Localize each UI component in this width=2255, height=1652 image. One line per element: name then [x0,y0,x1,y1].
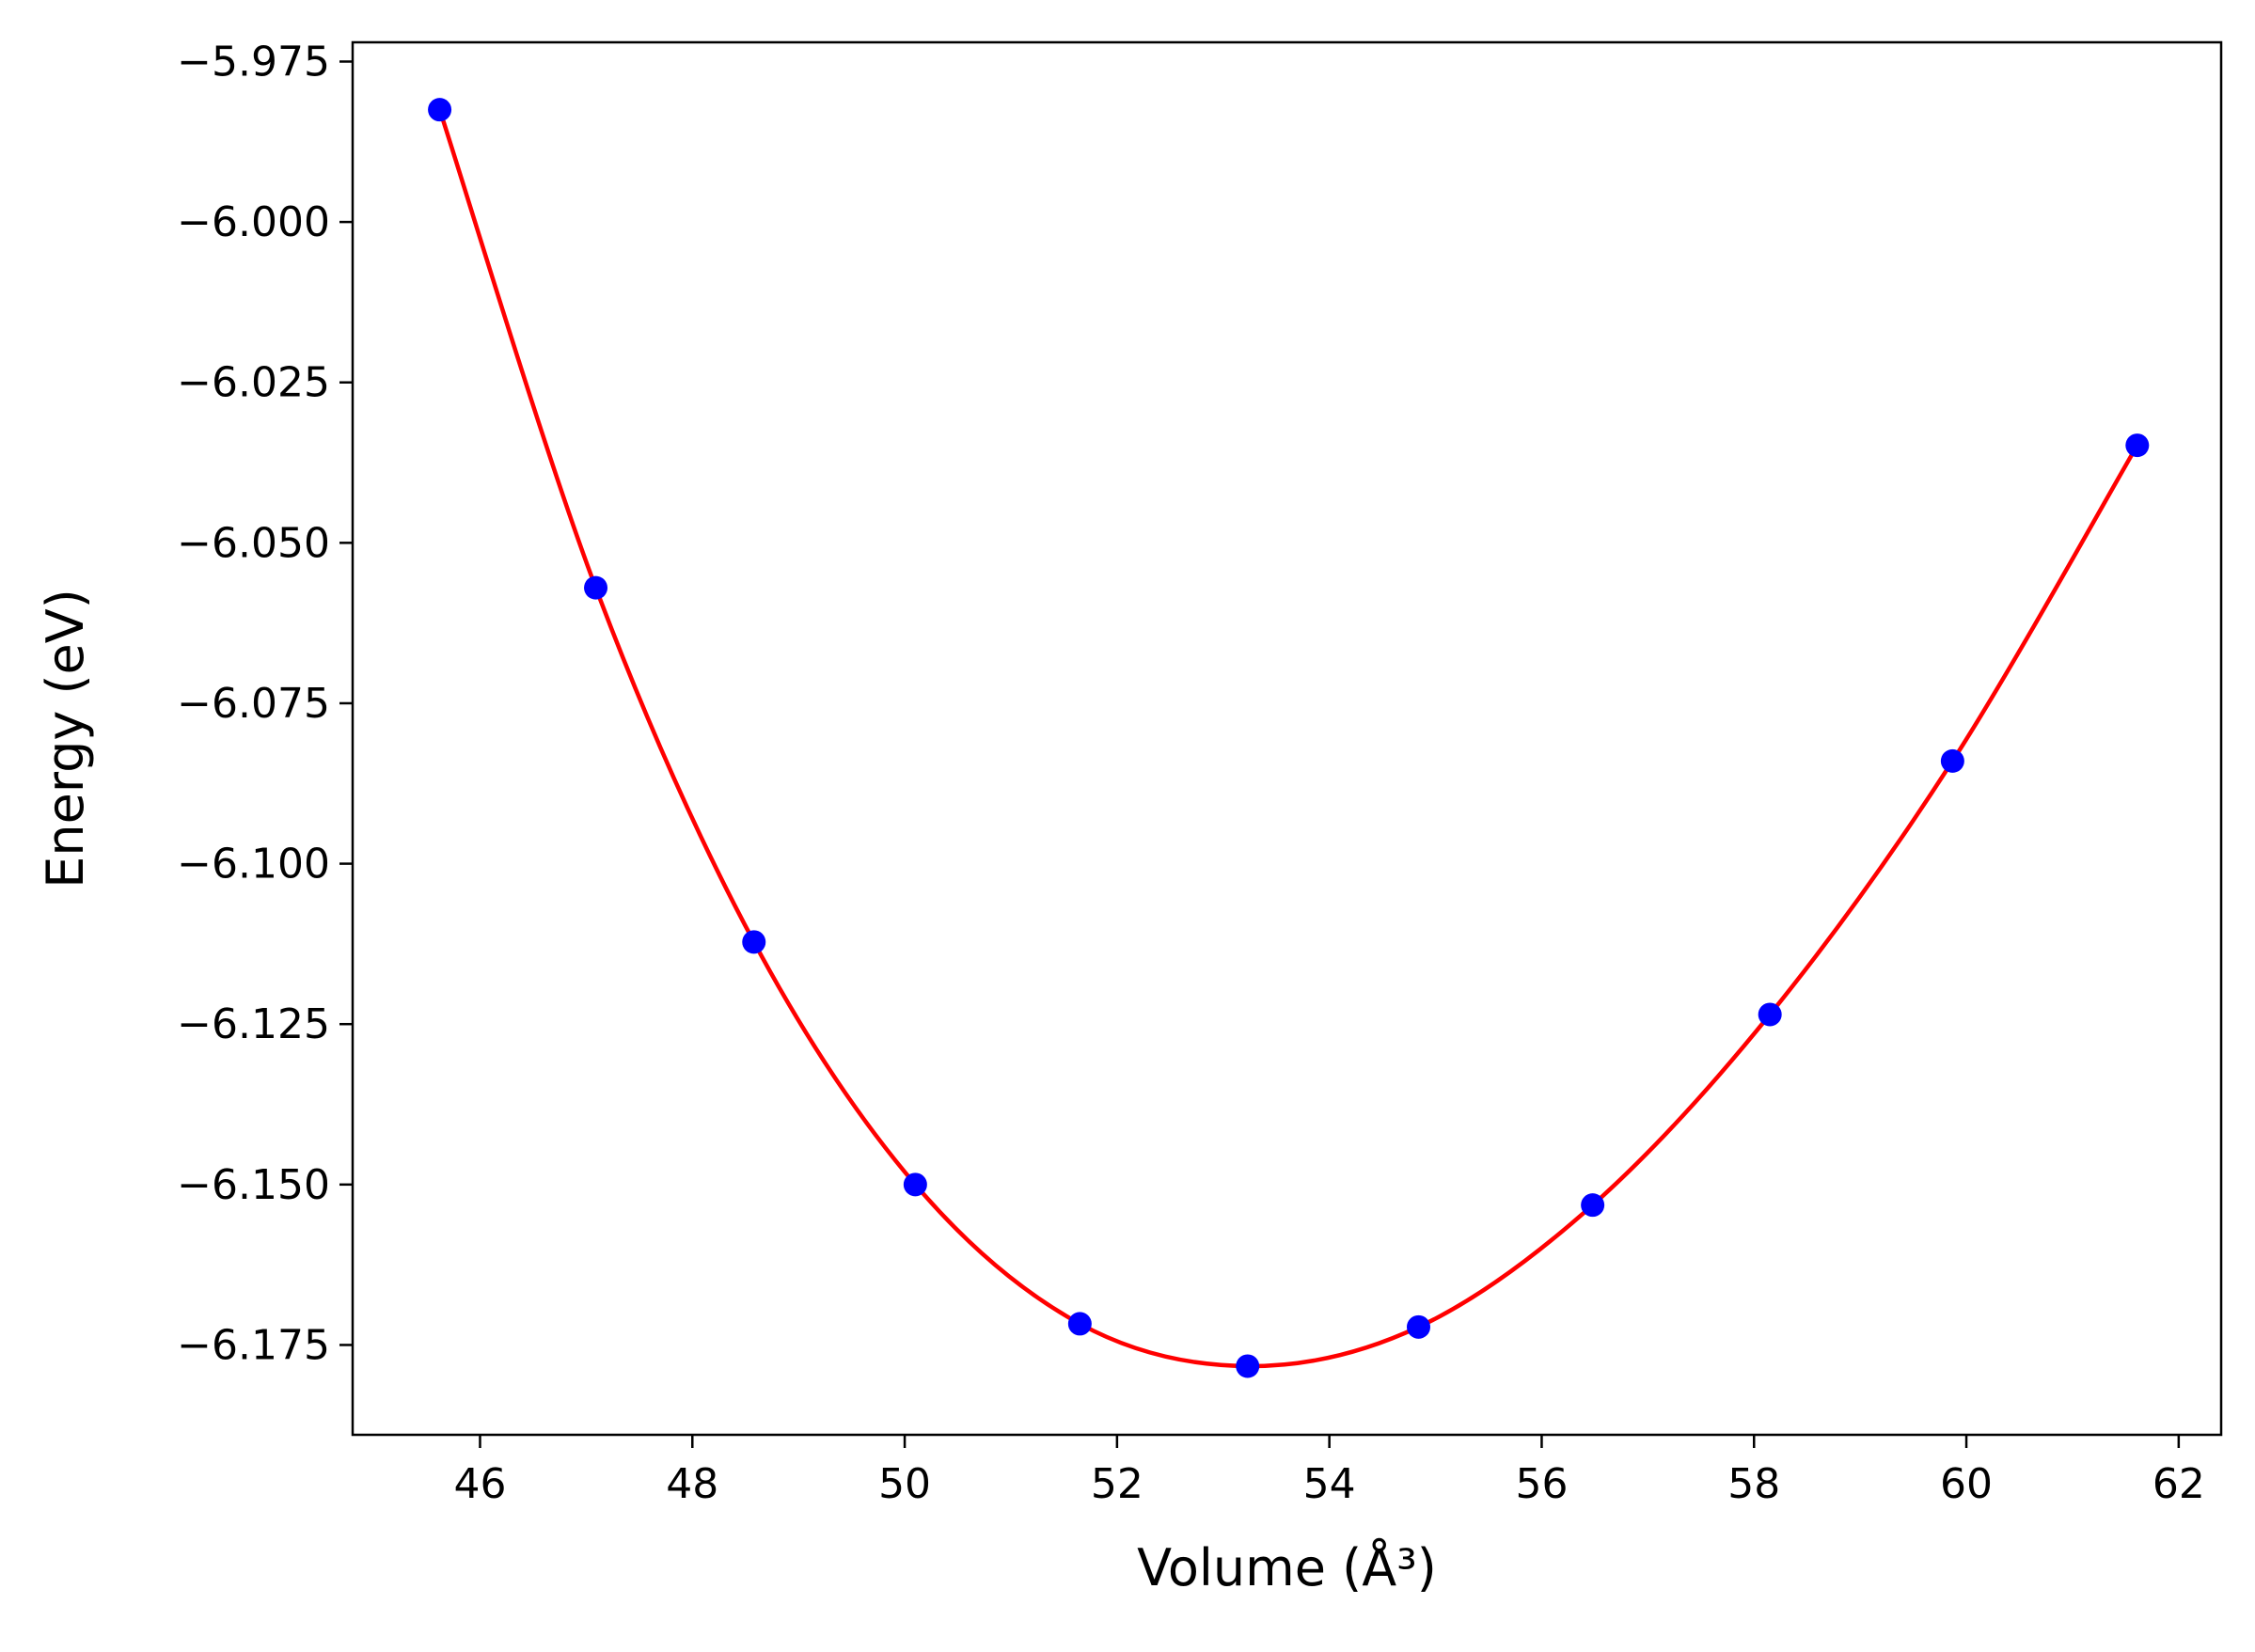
x-axis-ticks: 46 48 50 52 54 56 58 60 62 [453,1435,2205,1508]
y-tick-label: −6.000 [177,198,330,246]
y-axis-ticks: −5.975 −6.000 −6.025 −6.050 −6.075 −6.100 −6.1… [177,38,353,1369]
y-tick-label: −6.075 [177,680,330,728]
x-tick-label: 54 [1303,1460,1356,1508]
data-point [1940,748,1964,773]
x-tick-label: 62 [2152,1460,2205,1508]
x-tick-label: 58 [1727,1460,1780,1508]
y-tick-label: −6.050 [177,519,330,567]
series-layer [428,98,2150,1378]
x-tick-label: 46 [453,1460,506,1508]
y-tick-label: −6.150 [177,1161,330,1209]
y-tick-label: −6.025 [177,359,330,407]
data-point [2125,433,2150,458]
data-point [584,575,608,600]
fit-curve-line [437,107,2140,1369]
y-tick-label: −6.100 [177,841,330,889]
y-tick-label: −6.125 [177,1000,330,1048]
data-point [1758,1002,1782,1027]
x-tick-label: 52 [1091,1460,1143,1508]
y-axis-label: Energy (eV) [36,589,95,889]
x-tick-label: 50 [878,1460,931,1508]
x-axis-label: Volume (Å³) [1137,1537,1437,1597]
plot-area [353,42,2221,1435]
x-tick-label: 56 [1515,1460,1568,1508]
y-tick-label: −5.975 [177,38,330,86]
data-point [1236,1354,1260,1378]
data-point [1406,1314,1430,1339]
y-tick-label: −6.175 [177,1321,330,1369]
x-tick-label: 60 [1940,1460,1993,1508]
plot-frame [351,40,2223,1437]
data-point [903,1172,927,1197]
data-point [1067,1312,1092,1336]
data-point [742,930,766,954]
data-point [1581,1193,1605,1218]
data-point [428,98,452,122]
x-tick-label: 48 [666,1460,718,1508]
